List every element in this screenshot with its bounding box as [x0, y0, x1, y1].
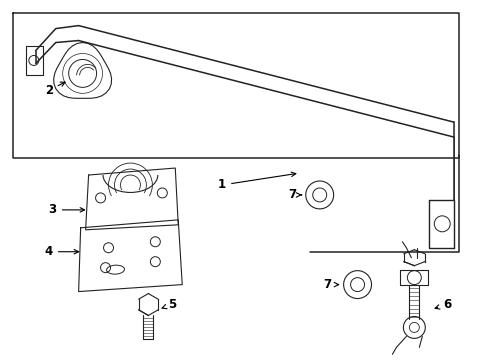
Text: 5: 5 [162, 298, 176, 311]
Text: 1: 1 [218, 172, 296, 192]
Text: 2: 2 [45, 82, 65, 97]
Text: 7: 7 [323, 278, 339, 291]
Text: 7: 7 [288, 188, 301, 202]
Text: 6: 6 [435, 298, 451, 311]
Text: 4: 4 [45, 245, 78, 258]
Text: 3: 3 [49, 203, 85, 216]
